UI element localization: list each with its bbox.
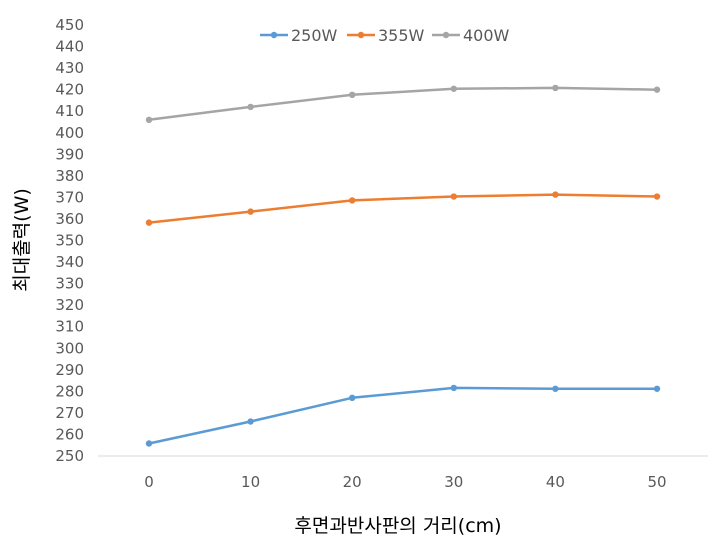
series-line-400W xyxy=(147,86,659,122)
data-point-250W xyxy=(552,385,559,392)
series-layer xyxy=(145,84,661,447)
data-point-400W xyxy=(450,85,457,92)
x-tick-label: 30 xyxy=(444,473,463,491)
x-tick-label: 10 xyxy=(241,473,260,491)
legend-swatch-marker xyxy=(442,31,450,39)
legend-swatch-marker xyxy=(357,31,365,39)
x-tick-label: 0 xyxy=(144,473,154,491)
x-tick-label: 40 xyxy=(546,473,565,491)
y-tick-label: 440 xyxy=(55,38,84,56)
data-point-355W xyxy=(653,193,661,200)
data-point-400W xyxy=(349,91,356,99)
x-axis-title: 후면과반사판의 거리(cm) xyxy=(294,515,501,537)
data-point-250W xyxy=(145,440,153,447)
y-tick-label: 350 xyxy=(55,232,84,250)
data-point-355W xyxy=(145,219,153,226)
data-point-355W xyxy=(349,197,356,204)
y-tick-label: 310 xyxy=(55,318,84,336)
y-tick-label: 300 xyxy=(55,339,84,357)
y-tick-label: 320 xyxy=(55,296,84,314)
y-tick-label: 260 xyxy=(55,425,84,443)
legend-swatch-marker xyxy=(270,31,278,39)
data-point-250W xyxy=(247,418,254,425)
y-tick-label: 390 xyxy=(55,145,84,163)
y-tick-label: 410 xyxy=(55,102,84,120)
y-tick-label: 280 xyxy=(55,382,84,400)
legend-entry-400W: 400W xyxy=(432,26,510,45)
y-tick-label: 370 xyxy=(55,188,84,206)
data-point-355W xyxy=(450,193,457,200)
y-tick-label: 250 xyxy=(55,447,84,465)
legend-label: 400W xyxy=(463,26,510,45)
data-point-250W xyxy=(653,385,661,392)
series-line-355W xyxy=(147,193,659,224)
series-line-250W xyxy=(147,386,659,445)
y-tick-label: 450 xyxy=(55,16,84,34)
data-point-250W xyxy=(450,384,457,392)
data-point-250W xyxy=(349,394,356,402)
y-tick-label: 420 xyxy=(55,81,84,99)
legend: 250W 355W 400W xyxy=(260,26,510,45)
y-tick-label: 290 xyxy=(55,361,84,379)
y-axis-title: 최대출력(W) xyxy=(11,188,33,292)
y-tick-label: 330 xyxy=(55,275,84,293)
x-tick-label: 20 xyxy=(343,473,362,491)
data-point-355W xyxy=(247,208,254,215)
legend-label: 355W xyxy=(378,26,425,45)
data-point-400W xyxy=(247,103,254,111)
data-point-355W xyxy=(552,191,559,198)
legend-label: 250W xyxy=(291,26,338,45)
legend-entry-355W: 355W xyxy=(347,26,425,45)
data-point-400W xyxy=(145,116,153,124)
y-tick-label: 340 xyxy=(55,253,84,271)
data-point-400W xyxy=(653,86,661,93)
x-axis-ticks: 0 10 20 30 40 50 xyxy=(144,473,666,491)
y-tick-label: 430 xyxy=(55,59,84,77)
y-tick-label: 360 xyxy=(55,210,84,228)
data-point-400W xyxy=(552,84,559,92)
x-tick-label: 50 xyxy=(647,473,666,491)
legend-entry-250W: 250W xyxy=(260,26,338,45)
y-axis-ticks: 250 260 270 280 290 300 310 320 330 340 350 360 370 3… xyxy=(55,16,84,465)
y-tick-label: 380 xyxy=(55,167,84,185)
y-tick-label: 270 xyxy=(55,404,84,422)
y-tick-label: 400 xyxy=(55,124,84,142)
